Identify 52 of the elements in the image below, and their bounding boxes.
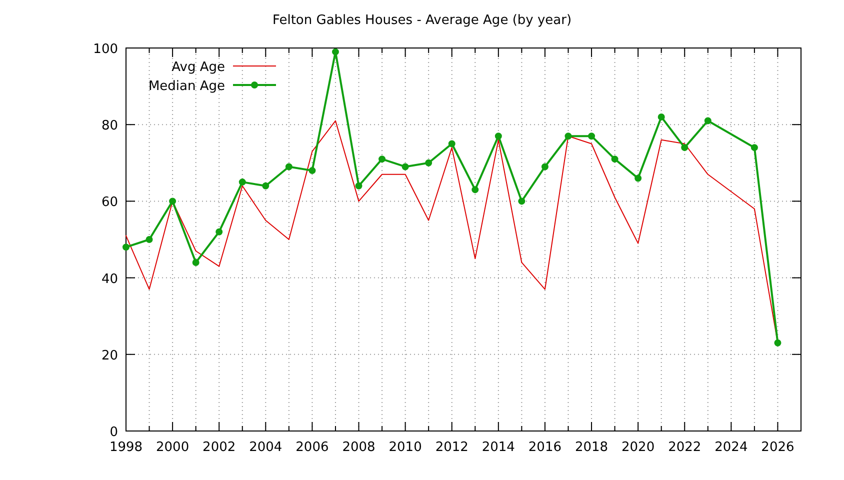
x-tick-label: 2004 — [249, 440, 282, 455]
y-tick-label: 0 — [110, 425, 118, 440]
x-tick-label: 1998 — [109, 440, 143, 455]
point — [425, 159, 432, 166]
point — [238, 178, 246, 186]
point — [658, 113, 665, 120]
point — [169, 198, 176, 205]
x-tick-label: 2000 — [156, 440, 190, 455]
point — [285, 163, 292, 170]
point — [588, 132, 596, 140]
y-tick-label: 40 — [101, 272, 118, 287]
point — [541, 163, 548, 170]
point — [634, 174, 642, 182]
point — [494, 132, 502, 140]
x-tick-label: 2006 — [296, 440, 329, 455]
x-tick-label: 2016 — [528, 440, 562, 455]
point — [774, 339, 782, 346]
x-tick-label: 2012 — [435, 440, 468, 455]
y-tick-label: 20 — [101, 348, 118, 364]
point — [355, 182, 362, 190]
point — [448, 140, 456, 148]
x-tick-label: 2002 — [202, 440, 236, 455]
point — [378, 156, 386, 163]
point — [472, 186, 479, 194]
x-tick-label: 2024 — [714, 440, 748, 455]
x-tick-label: 2022 — [668, 440, 702, 455]
point — [216, 228, 223, 236]
point — [402, 163, 409, 170]
x-tick-label: 2018 — [574, 440, 608, 455]
point — [750, 144, 758, 152]
x-tick-label: 2008 — [342, 440, 376, 455]
point — [122, 244, 130, 251]
x-tick-label: 2026 — [761, 440, 794, 455]
point — [262, 182, 270, 190]
point — [518, 198, 526, 205]
x-tick-label: 2010 — [388, 440, 422, 455]
point — [704, 117, 712, 124]
point — [332, 48, 339, 56]
x-tick-label: 2014 — [482, 440, 515, 455]
y-tick-label: 80 — [101, 118, 118, 134]
point — [564, 132, 572, 140]
legend-label: Avg Age — [172, 60, 225, 75]
chart-title: Felton Gables Houses - Average Age (by year) — [272, 13, 572, 28]
y-tick-label: 100 — [93, 42, 118, 57]
legend-label: Median Age — [148, 79, 225, 94]
point — [192, 258, 200, 266]
y-tick-label: 60 — [101, 195, 118, 210]
point — [611, 156, 618, 163]
point — [681, 144, 688, 152]
point — [146, 236, 153, 243]
x-tick-label: 2020 — [622, 440, 655, 455]
point — [308, 167, 316, 174]
